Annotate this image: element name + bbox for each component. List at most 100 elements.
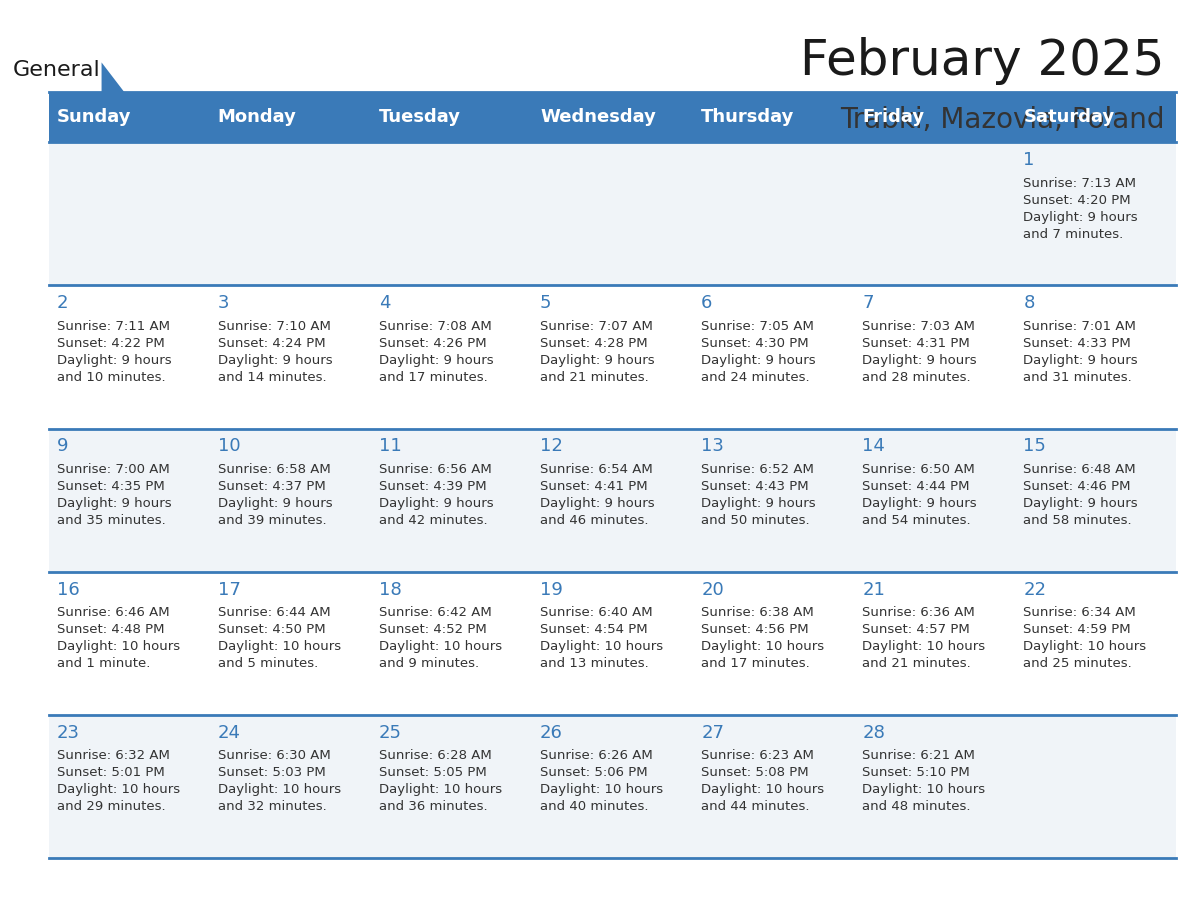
Text: 16: 16 <box>57 580 80 599</box>
Text: Sunday: Sunday <box>57 108 131 126</box>
Text: 6: 6 <box>701 294 713 312</box>
Bar <box>854 429 1016 572</box>
Bar <box>854 92 1016 142</box>
Text: Sunrise: 7:00 AM
Sunset: 4:35 PM
Daylight: 9 hours
and 35 minutes.: Sunrise: 7:00 AM Sunset: 4:35 PM Dayligh… <box>57 463 171 527</box>
Bar <box>693 572 854 715</box>
Bar <box>532 285 693 429</box>
Bar <box>210 715 371 858</box>
Text: 1: 1 <box>1023 151 1035 169</box>
Bar <box>210 572 371 715</box>
Bar <box>532 572 693 715</box>
Bar <box>49 715 210 858</box>
Text: Sunrise: 6:56 AM
Sunset: 4:39 PM
Daylight: 9 hours
and 42 minutes.: Sunrise: 6:56 AM Sunset: 4:39 PM Dayligh… <box>379 463 493 527</box>
Bar <box>532 429 693 572</box>
Bar <box>371 429 532 572</box>
Bar <box>693 429 854 572</box>
Text: Sunrise: 6:48 AM
Sunset: 4:46 PM
Daylight: 9 hours
and 58 minutes.: Sunrise: 6:48 AM Sunset: 4:46 PM Dayligh… <box>1023 463 1138 527</box>
Text: 15: 15 <box>1023 437 1047 455</box>
Bar <box>854 142 1016 285</box>
Text: Sunrise: 6:34 AM
Sunset: 4:59 PM
Daylight: 10 hours
and 25 minutes.: Sunrise: 6:34 AM Sunset: 4:59 PM Dayligh… <box>1023 606 1146 670</box>
Text: Friday: Friday <box>862 108 924 126</box>
Text: 28: 28 <box>862 723 885 742</box>
Text: Blue: Blue <box>106 98 156 118</box>
Bar <box>1016 572 1176 715</box>
Bar <box>693 285 854 429</box>
Text: Sunrise: 6:28 AM
Sunset: 5:05 PM
Daylight: 10 hours
and 36 minutes.: Sunrise: 6:28 AM Sunset: 5:05 PM Dayligh… <box>379 749 503 813</box>
Text: Sunrise: 7:03 AM
Sunset: 4:31 PM
Daylight: 9 hours
and 28 minutes.: Sunrise: 7:03 AM Sunset: 4:31 PM Dayligh… <box>862 319 977 384</box>
Text: 7: 7 <box>862 294 874 312</box>
Text: 2: 2 <box>57 294 68 312</box>
Text: Sunrise: 7:05 AM
Sunset: 4:30 PM
Daylight: 9 hours
and 24 minutes.: Sunrise: 7:05 AM Sunset: 4:30 PM Dayligh… <box>701 319 816 384</box>
Text: Sunrise: 7:08 AM
Sunset: 4:26 PM
Daylight: 9 hours
and 17 minutes.: Sunrise: 7:08 AM Sunset: 4:26 PM Dayligh… <box>379 319 493 384</box>
Bar <box>210 142 371 285</box>
Text: Sunrise: 7:10 AM
Sunset: 4:24 PM
Daylight: 9 hours
and 14 minutes.: Sunrise: 7:10 AM Sunset: 4:24 PM Dayligh… <box>217 319 333 384</box>
Text: 25: 25 <box>379 723 402 742</box>
Bar <box>693 142 854 285</box>
Bar <box>532 92 693 142</box>
Text: Sunrise: 6:42 AM
Sunset: 4:52 PM
Daylight: 10 hours
and 9 minutes.: Sunrise: 6:42 AM Sunset: 4:52 PM Dayligh… <box>379 606 503 670</box>
Text: 11: 11 <box>379 437 402 455</box>
Text: 27: 27 <box>701 723 725 742</box>
Text: Sunrise: 6:30 AM
Sunset: 5:03 PM
Daylight: 10 hours
and 32 minutes.: Sunrise: 6:30 AM Sunset: 5:03 PM Dayligh… <box>217 749 341 813</box>
Bar <box>49 142 210 285</box>
Bar <box>1016 92 1176 142</box>
Text: Sunrise: 6:32 AM
Sunset: 5:01 PM
Daylight: 10 hours
and 29 minutes.: Sunrise: 6:32 AM Sunset: 5:01 PM Dayligh… <box>57 749 179 813</box>
Text: Sunrise: 6:52 AM
Sunset: 4:43 PM
Daylight: 9 hours
and 50 minutes.: Sunrise: 6:52 AM Sunset: 4:43 PM Dayligh… <box>701 463 816 527</box>
Bar <box>854 715 1016 858</box>
Text: Sunrise: 6:36 AM
Sunset: 4:57 PM
Daylight: 10 hours
and 21 minutes.: Sunrise: 6:36 AM Sunset: 4:57 PM Dayligh… <box>862 606 985 670</box>
Bar <box>371 142 532 285</box>
Text: Sunrise: 6:58 AM
Sunset: 4:37 PM
Daylight: 9 hours
and 39 minutes.: Sunrise: 6:58 AM Sunset: 4:37 PM Dayligh… <box>217 463 333 527</box>
Text: 23: 23 <box>57 723 80 742</box>
Bar <box>532 142 693 285</box>
Bar <box>532 715 693 858</box>
Bar <box>693 715 854 858</box>
Text: Sunrise: 6:50 AM
Sunset: 4:44 PM
Daylight: 9 hours
and 54 minutes.: Sunrise: 6:50 AM Sunset: 4:44 PM Dayligh… <box>862 463 977 527</box>
Text: Sunrise: 6:54 AM
Sunset: 4:41 PM
Daylight: 9 hours
and 46 minutes.: Sunrise: 6:54 AM Sunset: 4:41 PM Dayligh… <box>541 463 655 527</box>
Text: Trabki, Mazovia, Poland: Trabki, Mazovia, Poland <box>840 106 1165 134</box>
Text: 4: 4 <box>379 294 391 312</box>
Text: Sunrise: 6:44 AM
Sunset: 4:50 PM
Daylight: 10 hours
and 5 minutes.: Sunrise: 6:44 AM Sunset: 4:50 PM Dayligh… <box>217 606 341 670</box>
Text: Thursday: Thursday <box>701 108 795 126</box>
Text: Sunrise: 7:07 AM
Sunset: 4:28 PM
Daylight: 9 hours
and 21 minutes.: Sunrise: 7:07 AM Sunset: 4:28 PM Dayligh… <box>541 319 655 384</box>
Text: 10: 10 <box>217 437 240 455</box>
Bar <box>210 92 371 142</box>
Bar <box>49 572 210 715</box>
Bar <box>693 92 854 142</box>
Bar <box>49 429 210 572</box>
Text: Sunrise: 6:26 AM
Sunset: 5:06 PM
Daylight: 10 hours
and 40 minutes.: Sunrise: 6:26 AM Sunset: 5:06 PM Dayligh… <box>541 749 663 813</box>
Bar <box>854 285 1016 429</box>
Text: Tuesday: Tuesday <box>379 108 461 126</box>
Text: February 2025: February 2025 <box>801 37 1165 84</box>
Text: 18: 18 <box>379 580 402 599</box>
Text: Sunrise: 6:38 AM
Sunset: 4:56 PM
Daylight: 10 hours
and 17 minutes.: Sunrise: 6:38 AM Sunset: 4:56 PM Dayligh… <box>701 606 824 670</box>
Bar <box>371 715 532 858</box>
Text: 12: 12 <box>541 437 563 455</box>
Text: Saturday: Saturday <box>1023 108 1114 126</box>
Bar <box>854 572 1016 715</box>
Text: 20: 20 <box>701 580 723 599</box>
Text: Sunrise: 7:11 AM
Sunset: 4:22 PM
Daylight: 9 hours
and 10 minutes.: Sunrise: 7:11 AM Sunset: 4:22 PM Dayligh… <box>57 319 171 384</box>
Text: 26: 26 <box>541 723 563 742</box>
Text: 22: 22 <box>1023 580 1047 599</box>
Text: 3: 3 <box>217 294 229 312</box>
Bar <box>210 429 371 572</box>
Text: 24: 24 <box>217 723 241 742</box>
Text: 5: 5 <box>541 294 551 312</box>
Bar <box>1016 142 1176 285</box>
Bar <box>1016 429 1176 572</box>
Text: 9: 9 <box>57 437 68 455</box>
Bar <box>1016 715 1176 858</box>
Text: Sunrise: 6:23 AM
Sunset: 5:08 PM
Daylight: 10 hours
and 44 minutes.: Sunrise: 6:23 AM Sunset: 5:08 PM Dayligh… <box>701 749 824 813</box>
Bar <box>371 572 532 715</box>
Bar <box>1016 285 1176 429</box>
Text: 14: 14 <box>862 437 885 455</box>
Text: 21: 21 <box>862 580 885 599</box>
Bar <box>371 285 532 429</box>
Text: Wednesday: Wednesday <box>541 108 656 126</box>
Polygon shape <box>101 62 127 95</box>
Text: Sunrise: 6:21 AM
Sunset: 5:10 PM
Daylight: 10 hours
and 48 minutes.: Sunrise: 6:21 AM Sunset: 5:10 PM Dayligh… <box>862 749 985 813</box>
Text: 19: 19 <box>541 580 563 599</box>
Text: Sunrise: 6:40 AM
Sunset: 4:54 PM
Daylight: 10 hours
and 13 minutes.: Sunrise: 6:40 AM Sunset: 4:54 PM Dayligh… <box>541 606 663 670</box>
Text: 17: 17 <box>217 580 241 599</box>
Bar <box>49 92 210 142</box>
